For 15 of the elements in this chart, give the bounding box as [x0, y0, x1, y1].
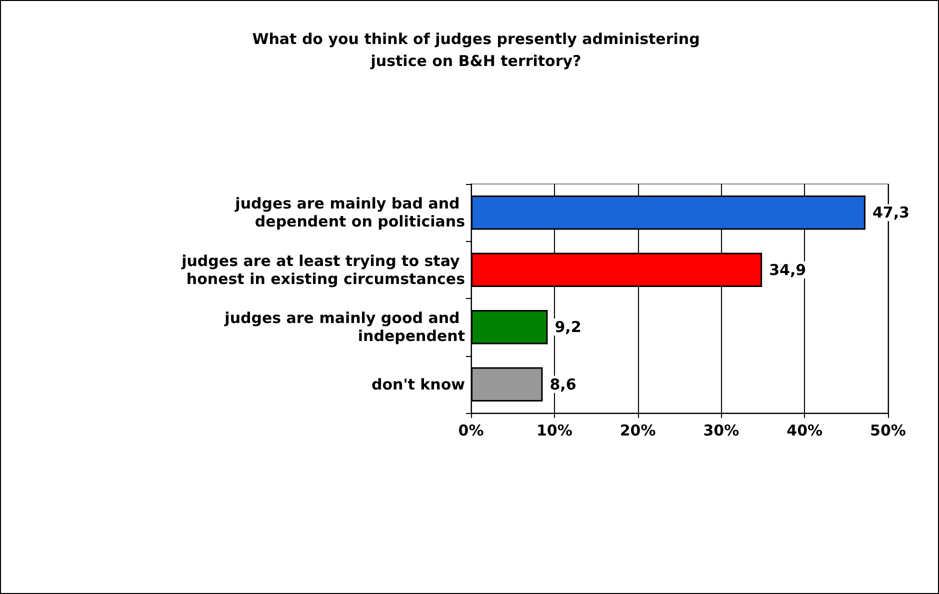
data-label: 34,9	[769, 260, 806, 279]
y-tick-label: judges are mainly bad and dependent on politicians	[234, 194, 466, 231]
x-tick-label: 40%	[786, 422, 823, 440]
x-tick-label: 10%	[536, 422, 572, 440]
data-label: 9,2	[554, 318, 582, 336]
x-tick-label: 30%	[703, 422, 740, 440]
x-tick-label: 50%	[870, 422, 906, 440]
x-tick-label: 0%	[458, 422, 484, 440]
y-tick-label: judges are mainly good and independent	[224, 309, 465, 346]
chart-title: What do you think of judges presently administering justice on B&H territory?	[252, 30, 700, 70]
data-label: 47,3	[872, 204, 910, 222]
x-tick-label: 20%	[620, 422, 656, 440]
y-tick-label: don't know	[371, 375, 466, 394]
data-label: 8,6	[550, 375, 576, 394]
y-tick-label: judges are at least trying to stay honest in existing circumstances	[180, 252, 466, 288]
